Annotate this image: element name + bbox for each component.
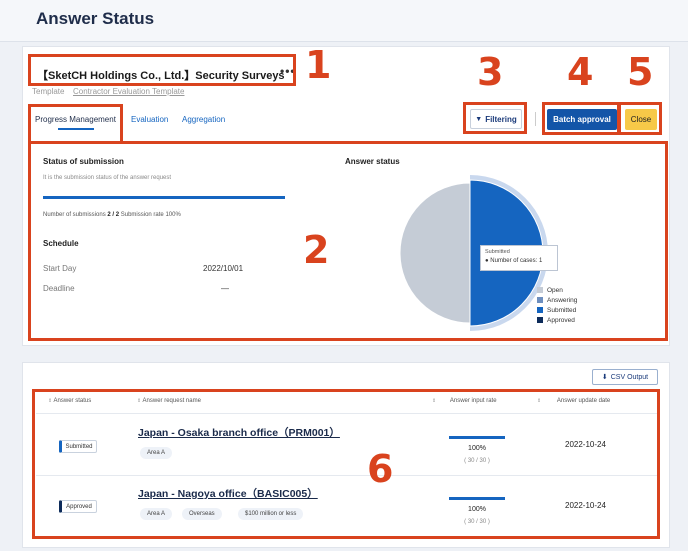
callout-box-4 bbox=[542, 102, 620, 135]
header-answer-request-name-label: Answer request name bbox=[142, 398, 201, 404]
table-card bbox=[22, 362, 670, 548]
tooltip-text: Number of cases: 1 bbox=[490, 258, 543, 264]
chart-legend: Open Answering Submitted Approved bbox=[537, 285, 577, 325]
legend-item-open[interactable]: Open bbox=[537, 285, 577, 295]
input-rate-fraction: ( 30 / 30 ) bbox=[464, 519, 490, 525]
input-rate-fraction: ( 30 / 30 ) bbox=[464, 458, 490, 464]
table-row-divider bbox=[36, 475, 660, 476]
active-tab-indicator bbox=[58, 128, 94, 130]
filtering-label: Filtering bbox=[485, 114, 517, 124]
csv-output-label: CSV Output bbox=[610, 373, 649, 381]
template-label: Template bbox=[32, 87, 65, 96]
header-answer-status[interactable]: ⇕ Answer status bbox=[48, 398, 91, 404]
status-badge: Submitted bbox=[59, 440, 97, 453]
filtering-button[interactable]: ▼ Filtering bbox=[470, 109, 522, 129]
submission-count-value: 2 / 2 bbox=[107, 212, 120, 218]
submission-progress-fill bbox=[43, 196, 285, 199]
input-rate-bar bbox=[449, 436, 505, 439]
callout-number-6: 6 bbox=[367, 447, 394, 491]
header-answer-status-label: Answer status bbox=[53, 398, 92, 404]
input-rate-bar bbox=[449, 497, 505, 500]
tag: Area A bbox=[140, 508, 173, 520]
callout-box-2 bbox=[28, 141, 668, 341]
submission-rate-label: Submission rate bbox=[120, 212, 164, 218]
legend-label: Submitted bbox=[547, 306, 577, 314]
legend-label: Answering bbox=[547, 296, 578, 304]
deadline-label: Deadline bbox=[43, 284, 75, 293]
legend-item-submitted[interactable]: Submitted bbox=[537, 305, 577, 315]
input-rate-percent: 100% bbox=[468, 445, 486, 452]
sort-icon: ⇕ bbox=[48, 398, 53, 404]
legend-swatch bbox=[537, 297, 543, 303]
input-rate-fill bbox=[449, 497, 505, 500]
header-answer-update-date[interactable]: ⇕ Answer update date bbox=[537, 398, 610, 404]
callout-number-3: 3 bbox=[477, 50, 504, 94]
page-header: Answer Status bbox=[0, 0, 688, 42]
status-badge: Approved bbox=[59, 500, 97, 513]
answer-status-title: Answer status bbox=[345, 157, 400, 166]
deadline-value: — bbox=[221, 284, 229, 293]
legend-swatch bbox=[537, 307, 543, 313]
input-rate-fill bbox=[449, 436, 505, 439]
tooltip-row: ● Number of cases: 1 bbox=[485, 258, 553, 264]
filter-icon: ▼ bbox=[475, 115, 483, 123]
request-name-link[interactable]: Japan - Osaka branch office（PRM001） bbox=[138, 427, 340, 439]
callout-number-4: 4 bbox=[567, 50, 594, 94]
legend-item-approved[interactable]: Approved bbox=[537, 315, 577, 325]
submission-count: Number of submissions 2 / 2 Submission r… bbox=[43, 212, 181, 218]
callout-number-1: 1 bbox=[305, 43, 332, 87]
tab-aggregation[interactable]: Aggregation bbox=[182, 115, 226, 124]
callout-number-5: 5 bbox=[627, 50, 654, 94]
pie-slice-approved[interactable] bbox=[399, 182, 471, 324]
more-icon[interactable]: ••• bbox=[280, 64, 296, 78]
callout-tab-box-2 bbox=[28, 104, 123, 144]
page-title: Answer Status bbox=[36, 9, 155, 28]
batch-approval-button[interactable]: Batch approval bbox=[547, 109, 617, 130]
input-rate-percent: 100% bbox=[468, 506, 486, 513]
table-header-divider bbox=[36, 413, 660, 414]
submission-subtitle: It is the submission status of the answe… bbox=[43, 175, 172, 181]
submission-count-label: Number of submissions bbox=[43, 212, 106, 218]
close-button[interactable]: Close bbox=[625, 109, 657, 130]
callout-box-3 bbox=[463, 102, 527, 134]
tag: Area A bbox=[140, 447, 173, 459]
update-date: 2022-10-24 bbox=[565, 440, 606, 449]
callout-box-6 bbox=[32, 389, 660, 539]
submission-rate-value: 100% bbox=[165, 212, 181, 218]
tooltip-header: Submitted bbox=[485, 249, 510, 255]
legend-swatch bbox=[537, 317, 543, 323]
tab-progress-management[interactable]: Progress Management bbox=[35, 115, 116, 124]
update-date: 2022-10-24 bbox=[565, 501, 606, 510]
legend-swatch bbox=[537, 287, 543, 293]
legend-label: Approved bbox=[547, 316, 575, 324]
callout-number-2: 2 bbox=[303, 228, 330, 272]
legend-item-answering[interactable]: Answering bbox=[537, 295, 577, 305]
sort-icon: ⇕ bbox=[537, 398, 542, 404]
start-day-label: Start Day bbox=[43, 264, 77, 273]
chart-tooltip: Submitted ● Number of cases: 1 bbox=[480, 245, 558, 271]
csv-output-button[interactable]: ⬇ CSV Output bbox=[592, 369, 658, 385]
start-day-value: 2022/10/01 bbox=[203, 264, 244, 273]
callout-box-5 bbox=[618, 102, 662, 135]
header-answer-input-rate[interactable]: ⇕ Answer input rate bbox=[432, 398, 497, 404]
download-icon: ⬇ bbox=[601, 374, 608, 381]
header-answer-request-name[interactable]: ⇕ Answer request name bbox=[137, 398, 201, 404]
header-answer-update-date-label: Answer update date bbox=[556, 398, 611, 404]
tag: Overseas bbox=[182, 508, 222, 520]
request-name-link[interactable]: Japan - Nagoya office（BASIC005） bbox=[138, 488, 318, 500]
header-answer-input-rate-label: Answer input rate bbox=[449, 398, 497, 404]
survey-title: 【SketCH Holdings Co., Ltd.】Security Surv… bbox=[37, 70, 285, 82]
tab-evaluation[interactable]: Evaluation bbox=[131, 115, 169, 124]
tag: $100 million or less bbox=[238, 508, 304, 520]
template-link[interactable]: Contractor Evaluation Template bbox=[73, 87, 185, 96]
sort-icon: ⇕ bbox=[432, 398, 437, 404]
sort-icon: ⇕ bbox=[137, 398, 142, 404]
toolbar-divider bbox=[535, 112, 536, 126]
callout-box-1 bbox=[28, 54, 296, 86]
schedule-title: Schedule bbox=[43, 239, 79, 248]
submission-title: Status of submission bbox=[43, 157, 124, 166]
tooltip-dot-icon: ● bbox=[485, 258, 489, 264]
legend-label: Open bbox=[547, 286, 563, 294]
submission-progress-bar bbox=[43, 196, 285, 199]
